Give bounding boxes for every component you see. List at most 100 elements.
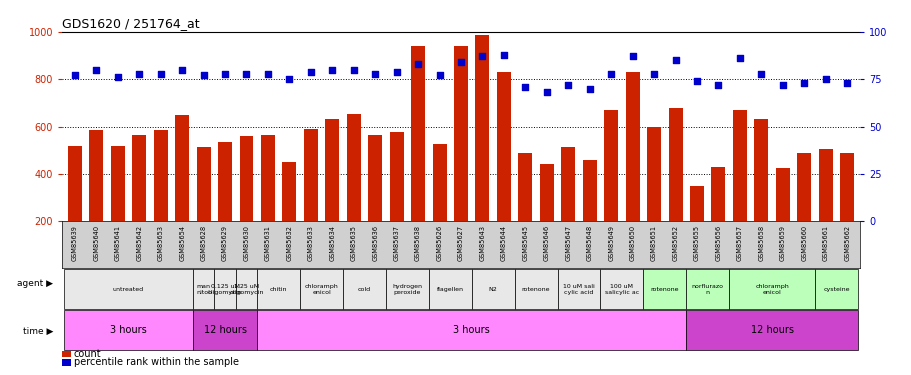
- Text: GSM85645: GSM85645: [522, 225, 527, 261]
- Text: man
nitol: man nitol: [197, 284, 210, 294]
- Point: [539, 90, 554, 96]
- Bar: [261, 135, 274, 221]
- Point: [153, 70, 168, 76]
- Bar: [557, 269, 599, 309]
- Bar: [64, 310, 192, 350]
- Text: GSM85652: GSM85652: [671, 225, 678, 261]
- Text: GSM85641: GSM85641: [115, 225, 120, 261]
- Point: [753, 70, 768, 76]
- Point: [196, 72, 210, 78]
- Point: [389, 69, 404, 75]
- Text: GSM85658: GSM85658: [758, 225, 763, 261]
- Text: GSM85656: GSM85656: [714, 225, 721, 261]
- Bar: [132, 135, 146, 221]
- Point: [239, 70, 253, 76]
- Text: GSM85649: GSM85649: [608, 225, 613, 261]
- Bar: [539, 164, 553, 221]
- Text: GSM85642: GSM85642: [136, 225, 142, 261]
- Bar: [599, 269, 642, 309]
- Text: GSM85626: GSM85626: [436, 225, 442, 261]
- Bar: [300, 269, 343, 309]
- Text: GSM85648: GSM85648: [586, 225, 592, 261]
- Bar: [214, 269, 236, 309]
- Bar: [343, 269, 385, 309]
- Point: [261, 70, 275, 76]
- Point: [132, 70, 147, 76]
- Bar: [236, 269, 257, 309]
- Bar: [496, 72, 510, 221]
- Bar: [111, 146, 125, 221]
- Text: 3 hours: 3 hours: [110, 325, 147, 335]
- Text: GSM85654: GSM85654: [179, 225, 185, 261]
- Bar: [818, 149, 832, 221]
- Point: [324, 67, 339, 73]
- Text: rotenone: rotenone: [650, 287, 679, 292]
- Text: 12 hours: 12 hours: [750, 325, 793, 335]
- Bar: [192, 269, 214, 309]
- Text: GSM85644: GSM85644: [500, 225, 507, 261]
- Point: [367, 70, 382, 76]
- Point: [625, 54, 640, 60]
- Bar: [282, 162, 296, 221]
- Bar: [685, 269, 729, 309]
- Text: GSM85631: GSM85631: [265, 225, 271, 261]
- Point: [689, 78, 703, 84]
- Text: GDS1620 / 251764_at: GDS1620 / 251764_at: [62, 17, 200, 30]
- Bar: [175, 115, 189, 221]
- Text: GSM85651: GSM85651: [650, 225, 656, 261]
- Text: 3 hours: 3 hours: [453, 325, 489, 335]
- Bar: [775, 168, 789, 221]
- Text: 0.125 uM
oligomycin: 0.125 uM oligomycin: [208, 284, 242, 294]
- Bar: [346, 114, 361, 221]
- Text: GSM85633: GSM85633: [308, 225, 313, 261]
- Point: [218, 70, 232, 76]
- Text: GSM85637: GSM85637: [394, 225, 399, 261]
- Text: GSM85646: GSM85646: [543, 225, 549, 261]
- Text: GSM85647: GSM85647: [565, 225, 570, 261]
- Text: GSM85629: GSM85629: [221, 225, 228, 261]
- Point: [839, 80, 854, 86]
- Text: GSM85659: GSM85659: [779, 225, 785, 261]
- Point: [796, 80, 811, 86]
- Text: 10 uM sali
cylic acid: 10 uM sali cylic acid: [562, 284, 594, 294]
- Bar: [192, 310, 257, 350]
- Bar: [839, 153, 854, 221]
- Text: agent ▶: agent ▶: [17, 279, 53, 288]
- Point: [89, 67, 104, 73]
- Text: GSM85639: GSM85639: [72, 225, 77, 261]
- Bar: [428, 269, 471, 309]
- Bar: [647, 127, 660, 221]
- Text: untreated: untreated: [113, 287, 144, 292]
- Text: GSM85638: GSM85638: [415, 225, 421, 261]
- Text: GSM85635: GSM85635: [351, 225, 356, 261]
- Bar: [257, 310, 685, 350]
- Text: 100 uM
salicylic ac: 100 uM salicylic ac: [604, 284, 639, 294]
- Text: GSM85630: GSM85630: [243, 225, 250, 261]
- Text: cold: cold: [357, 287, 371, 292]
- Bar: [154, 130, 168, 221]
- Text: GSM85662: GSM85662: [844, 225, 849, 261]
- Bar: [89, 130, 103, 221]
- Text: norflurazo
n: norflurazo n: [691, 284, 723, 294]
- Bar: [257, 269, 300, 309]
- Bar: [732, 110, 746, 221]
- Bar: [64, 269, 192, 309]
- Text: count: count: [74, 349, 101, 359]
- Point: [817, 76, 832, 82]
- Bar: [814, 269, 857, 309]
- Text: time ▶: time ▶: [23, 327, 53, 336]
- Point: [603, 70, 618, 76]
- Text: flagellen: flagellen: [436, 287, 464, 292]
- Text: GSM85628: GSM85628: [200, 225, 207, 261]
- Point: [110, 74, 125, 80]
- Bar: [240, 136, 253, 221]
- Text: GSM85650: GSM85650: [629, 225, 635, 261]
- Text: GSM85627: GSM85627: [457, 225, 464, 261]
- Point: [560, 82, 575, 88]
- Bar: [668, 108, 681, 221]
- Point: [646, 70, 660, 76]
- Bar: [729, 269, 814, 309]
- Text: rotenone: rotenone: [521, 287, 549, 292]
- Point: [582, 86, 597, 92]
- Point: [711, 82, 725, 88]
